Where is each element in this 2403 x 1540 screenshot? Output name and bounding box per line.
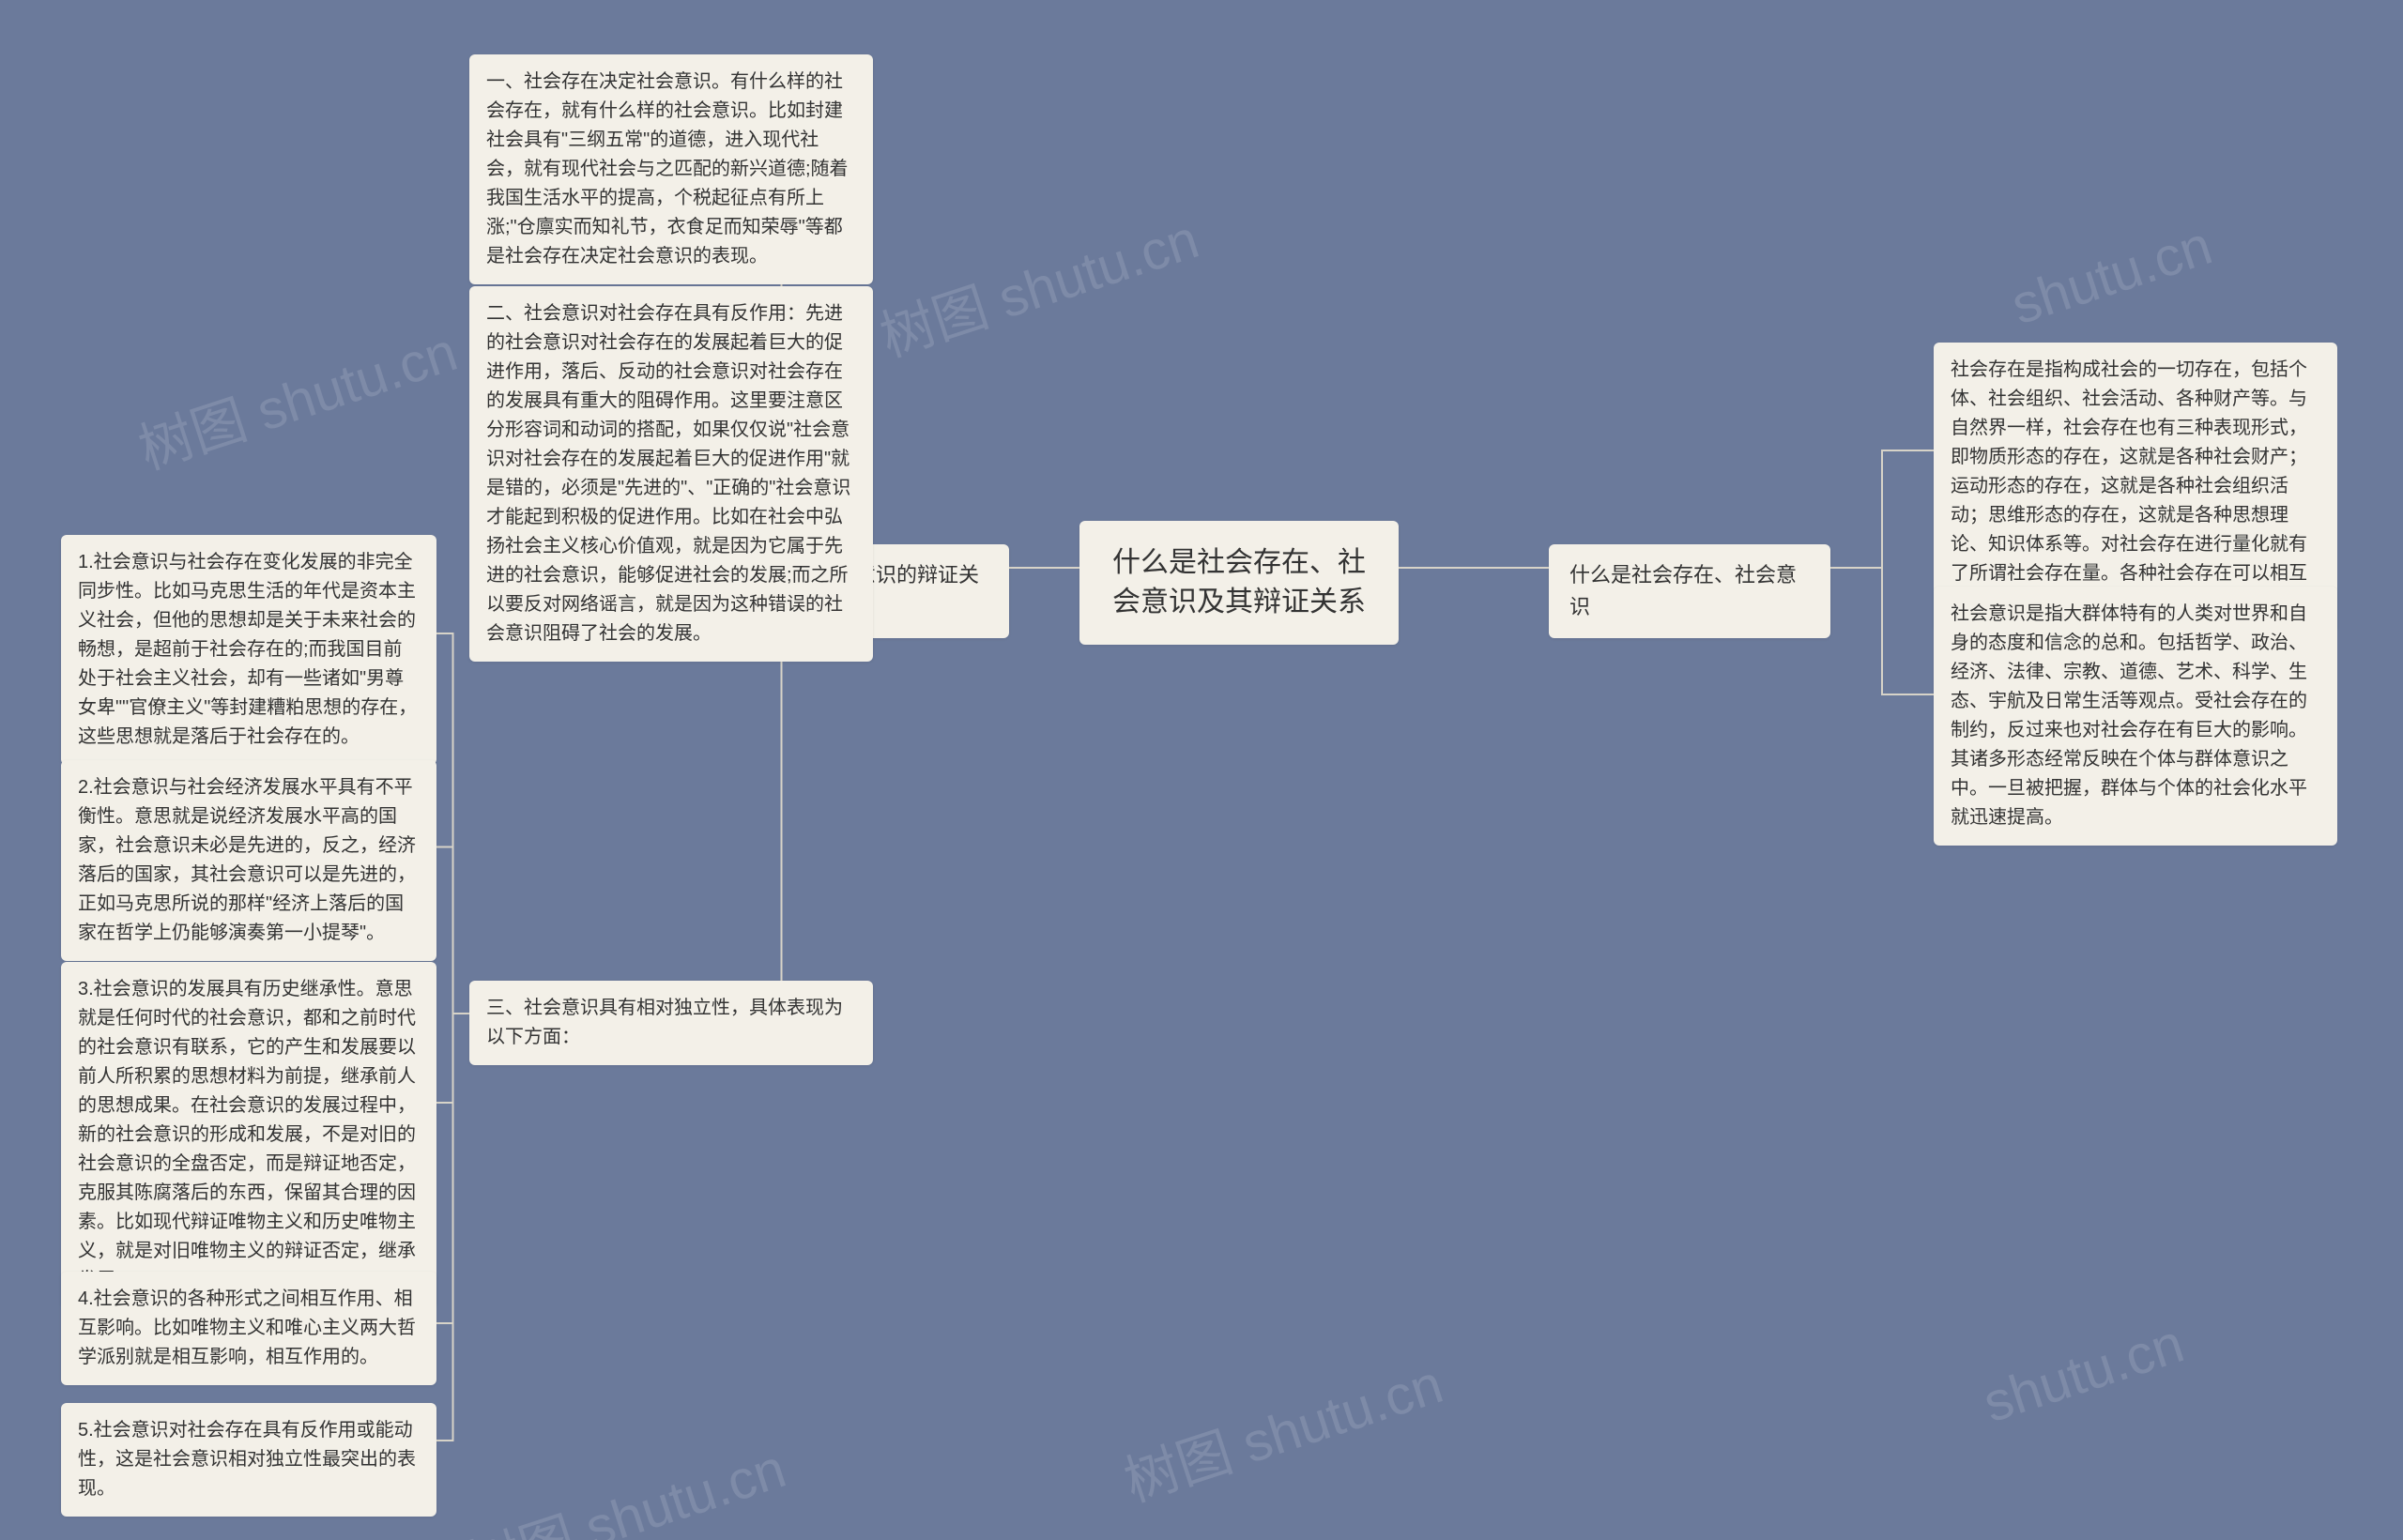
mindmap-node[interactable]: 一、社会存在决定社会意识。有什么样的社会存在，就有什么样的社会意识。比如封建社会… (469, 54, 873, 284)
node-text: 三、社会意识具有相对独立性，具体表现为以下方面： (486, 998, 843, 1047)
mindmap-canvas: 什么是社会存在、社会意识及其辩证关系 什么是社会存在、社会意识 社会存在是指构成社会… (0, 0, 2403, 1540)
mindmap-node[interactable]: 5.社会意识对社会存在具有反作用或能动性，这是社会意识相对独立性最突出的表现。 (61, 1403, 436, 1517)
connector (436, 1014, 469, 1103)
node-text: 什么是社会存在、社会意识 (1569, 563, 1797, 618)
mindmap-node[interactable]: 4.社会意识的各种形式之间相互作用、相互影响。比如唯物主义和唯心主义两大哲学派别… (61, 1272, 436, 1385)
mindmap-node[interactable]: 三、社会意识具有相对独立性，具体表现为以下方面： (469, 981, 873, 1065)
mindmap-node[interactable]: 什么是社会存在、社会意识及其辩证关系 (1079, 521, 1399, 645)
connector (436, 1014, 469, 1441)
node-text: 5.社会意识对社会存在具有反作用或能动性，这是社会意识相对独立性最突出的表现。 (78, 1420, 416, 1499)
node-text: 3.社会意识的发展具有历史继承性。意思就是任何时代的社会意识，都和之前时代的社会… (78, 979, 416, 1290)
connector (1830, 450, 1934, 568)
mindmap-node[interactable]: 1.社会意识与社会存在变化发展的非完全同步性。比如马克思生活的年代是资本主义社会… (61, 535, 436, 765)
watermark: 树图 shutu.cn (456, 1425, 794, 1540)
watermark: shutu.cn (2004, 214, 2219, 337)
node-text: 什么是社会存在、社会意识及其辩证关系 (1112, 547, 1366, 618)
mindmap-node[interactable]: 二、社会意识对社会存在具有反作用：先进的社会意识对社会存在的发展起着巨大的促进作… (469, 286, 873, 662)
connector (436, 847, 469, 1014)
node-text: 1.社会意识与社会存在变化发展的非完全同步性。比如马克思生活的年代是资本主义社会… (78, 552, 417, 747)
node-text: 社会存在是指构成社会的一切存在，包括个体、社会组织、社会活动、各种财产等。与自然… (1951, 359, 2307, 613)
node-text: 2.社会意识与社会经济发展水平具有不平衡性。意思就是说经济发展水平高的国家，社会… (78, 777, 416, 943)
connector (1830, 568, 1934, 694)
watermark: 树图 shutu.cn (869, 195, 1207, 372)
connector (436, 633, 469, 1014)
node-text: 一、社会存在决定社会意识。有什么样的社会存在，就有什么样的社会意识。比如封建社会… (486, 71, 849, 267)
mindmap-node[interactable]: 3.社会意识的发展具有历史继承性。意思就是任何时代的社会意识，都和之前时代的社会… (61, 962, 436, 1308)
node-text: 二、社会意识对社会存在具有反作用：先进的社会意识对社会存在的发展起着巨大的促进作… (486, 303, 850, 644)
watermark: 树图 shutu.cn (1113, 1340, 1451, 1517)
mindmap-node[interactable]: 2.社会意识与社会经济发展水平具有不平衡性。意思就是说经济发展水平高的国家，社会… (61, 760, 436, 961)
mindmap-node[interactable]: 社会意识是指大群体特有的人类对世界和自身的态度和信念的总和。包括哲学、政治、经济… (1934, 587, 2337, 846)
mindmap-node[interactable]: 什么是社会存在、社会意识 (1549, 544, 1830, 638)
watermark: shutu.cn (1976, 1312, 2191, 1435)
node-text: 4.社会意识的各种形式之间相互作用、相互影响。比如唯物主义和唯心主义两大哲学派别… (78, 1288, 416, 1367)
watermark: 树图 shutu.cn (128, 308, 466, 484)
connector (436, 1014, 469, 1323)
node-text: 社会意识是指大群体特有的人类对世界和自身的态度和信念的总和。包括哲学、政治、经济… (1951, 603, 2307, 828)
